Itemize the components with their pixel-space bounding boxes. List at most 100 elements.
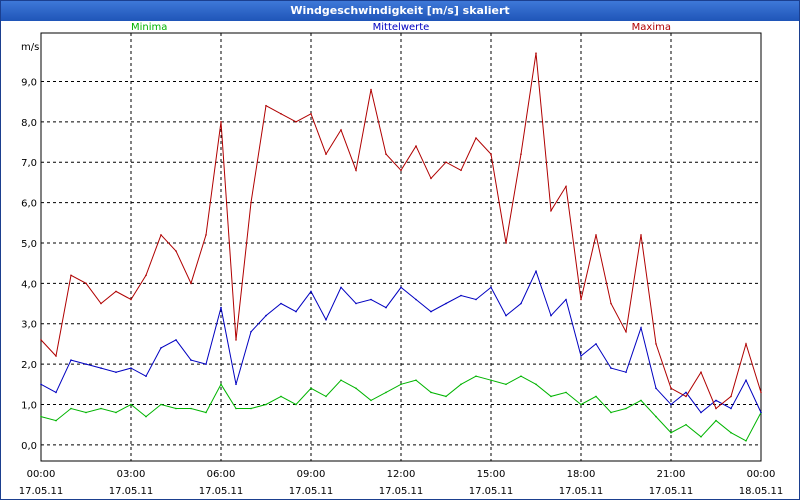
y-tick-label: 3,0	[21, 320, 37, 331]
data-point-maxima	[595, 234, 597, 236]
data-point-mittelwerte	[55, 391, 57, 394]
data-point-minima	[100, 407, 102, 410]
data-point-mittelwerte	[445, 302, 447, 305]
data-point-mittelwerte	[430, 310, 432, 313]
data-point-mittelwerte	[760, 411, 762, 414]
x-tick-date: 17.05.11	[109, 486, 154, 497]
data-point-minima	[550, 395, 552, 398]
x-tick-time: 06:00	[207, 469, 236, 480]
data-point-maxima	[475, 137, 477, 139]
data-point-mittelwerte	[565, 298, 567, 301]
legend-maxima: Maxima	[632, 22, 671, 33]
data-point-minima	[265, 403, 267, 406]
data-point-minima	[640, 399, 642, 402]
data-point-minima	[355, 387, 357, 390]
data-point-minima	[340, 379, 342, 382]
x-tick-time: 21:00	[657, 469, 686, 480]
tick-labels: 0,0 1,0 2,0 3,0 4,0 5,0 6,0 7,0 8,0 9,0 00:00 17.05…	[19, 77, 784, 497]
data-point-minima	[520, 375, 522, 378]
x-tick-date: 17.05.11	[289, 486, 334, 497]
data-point-mittelwerte	[235, 383, 237, 386]
data-point-maxima	[610, 302, 612, 305]
data-point-maxima	[70, 274, 72, 277]
data-point-maxima	[55, 355, 57, 357]
legend-mittelwerte: Mittelwerte	[373, 22, 430, 33]
data-point-mittelwerte	[385, 306, 387, 309]
data-point-maxima	[565, 185, 567, 188]
data-point-minima	[625, 407, 627, 410]
x-tick-time: 00:00	[747, 469, 776, 480]
x-tick-date: 18.05.11	[739, 486, 784, 497]
data-point-mittelwerte	[370, 298, 372, 301]
data-point-maxima	[700, 371, 702, 374]
data-point-maxima	[295, 121, 297, 123]
data-point-maxima	[535, 52, 537, 54]
data-point-mittelwerte	[85, 363, 87, 365]
data-point-maxima	[520, 153, 522, 155]
y-tick-label: 2,0	[21, 360, 37, 371]
data-point-mittelwerte	[205, 363, 207, 365]
data-point-minima	[670, 431, 672, 434]
data-point-mittelwerte	[745, 379, 747, 382]
data-point-minima	[745, 440, 747, 442]
data-point-minima	[460, 383, 462, 386]
data-point-mittelwerte	[325, 318, 327, 321]
data-point-minima	[535, 383, 537, 386]
data-point-maxima	[415, 145, 417, 147]
data-point-minima	[55, 419, 57, 422]
data-point-minima	[430, 391, 432, 394]
x-tick-time: 12:00	[387, 469, 416, 480]
data-point-maxima	[265, 104, 267, 107]
data-point-mittelwerte	[415, 298, 417, 301]
data-point-mittelwerte	[535, 270, 537, 272]
y-tick-label: 4,0	[21, 279, 37, 290]
data-point-minima	[175, 407, 177, 410]
data-point-minima	[85, 411, 87, 414]
data-point-minima	[445, 395, 447, 398]
data-point-maxima	[355, 169, 357, 172]
data-point-minima	[130, 403, 132, 406]
data-point-maxima	[400, 169, 402, 172]
data-point-maxima	[115, 290, 117, 293]
data-point-maxima	[250, 201, 252, 204]
y-tick-label: 9,0	[21, 77, 37, 88]
data-point-minima	[190, 407, 192, 410]
data-point-minima	[280, 395, 282, 398]
data-point-mittelwerte	[265, 314, 267, 317]
data-point-mittelwerte	[400, 286, 402, 289]
data-point-mittelwerte	[595, 343, 597, 345]
data-point-mittelwerte	[730, 407, 732, 410]
data-point-maxima	[130, 298, 132, 301]
data-point-mittelwerte	[610, 367, 612, 369]
data-point-mittelwerte	[700, 411, 702, 414]
data-point-mittelwerte	[475, 298, 477, 301]
x-tick-time: 00:00	[27, 469, 56, 480]
x-tick-date: 17.05.11	[379, 486, 424, 497]
data-point-maxima	[40, 339, 42, 341]
series-lines	[40, 52, 762, 442]
data-point-mittelwerte	[550, 314, 552, 317]
data-point-maxima	[280, 113, 282, 115]
data-point-mittelwerte	[250, 331, 252, 333]
y-tick-label: 1,0	[21, 400, 37, 411]
data-point-minima	[205, 411, 207, 414]
data-point-minima	[580, 403, 582, 406]
data-point-maxima	[145, 274, 147, 277]
data-point-minima	[145, 415, 147, 418]
data-point-minima	[385, 391, 387, 394]
data-point-mittelwerte	[490, 286, 492, 289]
data-point-maxima	[670, 387, 672, 390]
data-point-maxima	[490, 153, 492, 155]
data-point-mittelwerte	[625, 371, 627, 374]
data-point-minima	[250, 407, 252, 410]
wind-speed-chart: 0,0 1,0 2,0 3,0 4,0 5,0 6,0 7,0 8,0 9,0 00:00 17.05…	[19, 22, 784, 497]
y-axis-unit-label: m/s	[21, 42, 39, 53]
window-title: Windgeschwindigkeit [m/s] skaliert	[1, 1, 799, 21]
data-point-mittelwerte	[340, 286, 342, 289]
data-point-maxima	[730, 395, 732, 398]
data-point-mittelwerte	[580, 355, 582, 357]
data-point-maxima	[370, 88, 372, 91]
data-point-mittelwerte	[685, 391, 687, 394]
data-point-mittelwerte	[100, 367, 102, 369]
data-point-mittelwerte	[295, 310, 297, 313]
